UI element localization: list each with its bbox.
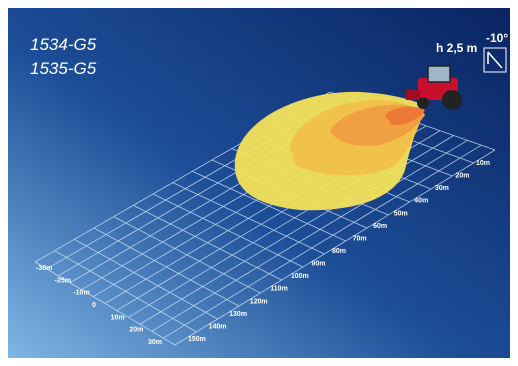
lateral-label: -30m — [36, 265, 52, 272]
distance-label: 30m — [435, 185, 449, 192]
distance-label: 70m — [353, 235, 367, 242]
distance-label: 40m — [414, 198, 428, 205]
lateral-label: 0 — [92, 302, 96, 309]
distance-label: 50m — [394, 210, 408, 217]
distance-label: 120m — [250, 298, 268, 305]
grid-line — [163, 144, 482, 339]
model-name: 1535-G5 — [30, 59, 97, 78]
lateral-label: 10m — [111, 314, 125, 321]
mount-tilt: -10° — [486, 31, 508, 45]
model-name: 1534-G5 — [30, 35, 97, 54]
mount-height: h 2,5 m — [436, 41, 477, 55]
distance-label: 90m — [311, 261, 325, 268]
distance-label: 150m — [188, 336, 206, 343]
light-pattern — [234, 91, 425, 211]
distance-label: 100m — [291, 273, 309, 280]
distance-label: 10m — [476, 160, 490, 167]
distance-label: 60m — [373, 223, 387, 230]
distance-label: 80m — [332, 248, 346, 255]
lateral-label: -25m — [55, 277, 71, 284]
lateral-label: -10m — [73, 290, 89, 297]
distance-label: 20m — [455, 173, 469, 180]
distance-label: 130m — [229, 311, 247, 318]
lateral-label: 20m — [129, 327, 143, 334]
tractor — [406, 65, 462, 110]
grid-line — [174, 149, 496, 346]
distance-label: 110m — [270, 286, 288, 293]
lateral-label: 30m — [148, 339, 162, 346]
mount-icon — [483, 47, 507, 73]
grid-line — [151, 139, 468, 332]
distance-label: 140m — [209, 323, 227, 330]
